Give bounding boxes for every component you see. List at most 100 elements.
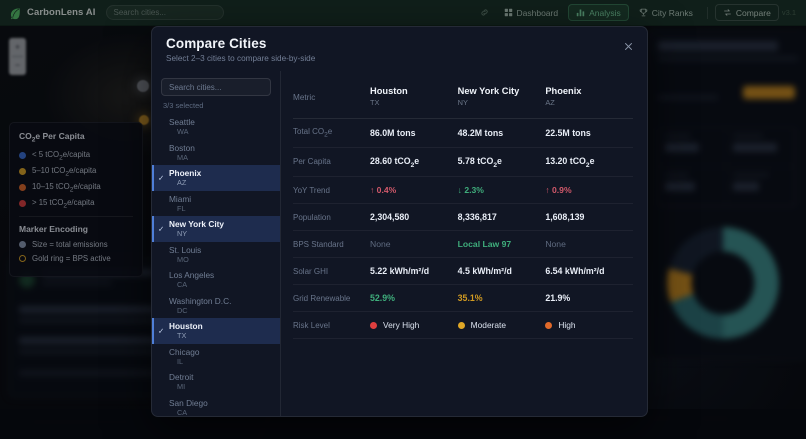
column-city-state: AZ bbox=[545, 98, 555, 107]
check-icon: ✓ bbox=[158, 173, 165, 182]
nav-item-compare[interactable]: Compare bbox=[714, 4, 779, 21]
comparison-table: Metric Houston TX New York City NY Phoen… bbox=[293, 77, 633, 340]
table-row: BPS Standard None Local Law 97 None bbox=[293, 230, 633, 259]
city-name: Los Angeles bbox=[169, 270, 215, 281]
city-search-placeholder: Search cities... bbox=[169, 82, 222, 92]
table-cell: 6.54 kWh/m²/d bbox=[545, 257, 633, 286]
city-list-item[interactable]: Boston MA bbox=[152, 140, 280, 166]
city-name: Seattle bbox=[169, 117, 195, 128]
modal-subtitle: Select 2–3 cities to compare side-by-sid… bbox=[166, 54, 316, 63]
nav-item-city-ranks[interactable]: City Ranks bbox=[632, 4, 700, 21]
risk-level-label: Very High bbox=[383, 320, 420, 331]
city-name: San Diego bbox=[169, 397, 208, 408]
table-cell: 5.78 tCO2e bbox=[457, 147, 546, 178]
column-city-state: NY bbox=[457, 98, 468, 107]
city-list-item[interactable]: St. Louis MO bbox=[152, 242, 280, 268]
legend-item: < 5 tCO2e/capita bbox=[19, 149, 133, 162]
city-state: NY bbox=[177, 229, 188, 239]
table-row: Solar GHI 5.22 kWh/m²/d 4.5 kWh/m²/d 6.54 k… bbox=[293, 257, 633, 286]
city-list-item[interactable]: Detroit MI bbox=[152, 369, 280, 395]
nav-divider bbox=[706, 6, 708, 19]
city-state: MI bbox=[177, 382, 186, 392]
gold-ring-icon bbox=[19, 254, 26, 262]
nav-item-analysis[interactable]: Analysis bbox=[568, 4, 629, 21]
city-search-input[interactable]: Search cities... bbox=[161, 78, 271, 96]
column-header-city: New York City NY bbox=[457, 77, 546, 119]
nav-item-dashboard[interactable]: Dashboard bbox=[497, 4, 566, 21]
legend-color-swatch bbox=[19, 151, 26, 159]
city-state: MO bbox=[177, 254, 189, 264]
city-state: FL bbox=[177, 203, 186, 213]
selected-count-label: 3/3 selected bbox=[163, 101, 204, 110]
city-state: AZ bbox=[177, 178, 187, 188]
table-row: Population 2,304,580 8,336,817 1,608,139 bbox=[293, 203, 633, 232]
city-list[interactable]: Seattle WA Boston MA ✓ Phoenix AZ Miami FL ✓ New Y… bbox=[152, 114, 280, 416]
link-icon[interactable] bbox=[476, 5, 494, 21]
city-state: CA bbox=[177, 280, 188, 290]
city-list-item[interactable]: Seattle WA bbox=[152, 114, 280, 140]
legend-color-swatch bbox=[19, 200, 26, 208]
legend-title: CO2e Per Capita bbox=[19, 131, 85, 144]
map-zoom-in-button[interactable]: + bbox=[14, 42, 21, 52]
brand[interactable]: CarbonLens AI bbox=[8, 6, 96, 20]
compare-arrows-icon bbox=[723, 9, 731, 16]
table-cell: 35.1% bbox=[457, 284, 546, 313]
map-marker[interactable] bbox=[137, 80, 149, 92]
legend-item-label: < 5 tCO2e/capita bbox=[32, 149, 91, 162]
column-city-name: New York City bbox=[457, 86, 520, 96]
comparison-table-wrapper: Metric Houston TX New York City NY Phoen… bbox=[281, 71, 647, 416]
global-search-input[interactable]: Search cities... bbox=[105, 5, 224, 20]
nav-actions: Dashboard Analysis City Ranks bbox=[476, 4, 799, 21]
city-name: Phoenix bbox=[169, 168, 202, 179]
legend-item-label: 10–15 tCO2e/capita bbox=[32, 181, 101, 194]
map-marker[interactable] bbox=[139, 115, 149, 125]
city-list-item[interactable]: Chicago IL bbox=[152, 344, 280, 370]
city-list-item[interactable]: ✓ New York City NY bbox=[152, 216, 280, 242]
row-metric-label: Population bbox=[293, 203, 370, 232]
table-cell: High bbox=[545, 311, 633, 340]
check-icon: ✓ bbox=[158, 224, 165, 233]
table-cell: 1,608,139 bbox=[545, 203, 633, 232]
city-list-item[interactable]: Washington D.C. DC bbox=[152, 293, 280, 319]
map-zoom-controls[interactable]: + − bbox=[9, 38, 26, 75]
city-name: New York City bbox=[169, 219, 225, 230]
legend-divider bbox=[19, 216, 133, 218]
column-city-name: Phoenix bbox=[545, 86, 582, 96]
legend-item: > 15 tCO2e/capita bbox=[19, 198, 133, 209]
trophy-icon bbox=[639, 8, 647, 17]
top-navigation-bar: CarbonLens AI Search cities... Dashboard bbox=[0, 0, 806, 26]
legend-encoding-item: Gold ring = BPS active bbox=[19, 254, 133, 263]
close-icon[interactable] bbox=[621, 39, 636, 54]
table-cell: Moderate bbox=[457, 311, 546, 340]
table-cell: ↑ 0.4% bbox=[370, 176, 458, 205]
compare-cities-modal: Compare Cities Select 2–3 cities to comp… bbox=[151, 26, 648, 417]
legend-encoding-item: Size = total emissions bbox=[19, 240, 133, 249]
modal-header: Compare Cities Select 2–3 cities to comp… bbox=[152, 27, 647, 71]
table-cell: 4.5 kWh/m²/d bbox=[457, 257, 546, 286]
table-row: Risk Level Very High Moderate High bbox=[293, 311, 633, 340]
row-metric-label: Per Capita bbox=[293, 147, 370, 178]
city-list-item[interactable]: ✓ Phoenix AZ bbox=[152, 165, 280, 191]
row-metric-label: BPS Standard bbox=[293, 230, 370, 259]
city-list-item[interactable]: Los Angeles CA bbox=[152, 267, 280, 293]
comparison-table-body: Total CO2e 86.0M tons 48.2M tons 22.5M tons… bbox=[293, 118, 633, 340]
city-state: IL bbox=[177, 356, 184, 366]
legend-encoding-title: Marker Encoding bbox=[19, 224, 88, 235]
city-list-item[interactable]: ✓ Houston TX bbox=[152, 318, 280, 344]
table-cell: 5.22 kWh/m²/d bbox=[370, 257, 458, 286]
table-cell: 22.5M tons bbox=[545, 118, 633, 148]
city-list-item[interactable]: Miami FL bbox=[152, 191, 280, 217]
risk-level-dot bbox=[545, 321, 553, 329]
grid-icon bbox=[504, 8, 512, 17]
city-list-item[interactable]: San Diego CA bbox=[152, 395, 280, 416]
table-cell: 2,304,580 bbox=[370, 203, 458, 232]
nav-item-label: Dashboard bbox=[516, 7, 559, 18]
row-metric-label: Risk Level bbox=[293, 311, 370, 340]
city-state: DC bbox=[177, 305, 188, 315]
leaf-icon bbox=[10, 7, 20, 19]
global-search-placeholder: Search cities... bbox=[113, 8, 166, 17]
table-header-row: Metric Houston TX New York City NY Phoen… bbox=[293, 77, 633, 119]
column-header-city: Phoenix AZ bbox=[545, 77, 633, 119]
legend-item: 5–10 tCO2e/capita bbox=[19, 166, 133, 177]
map-zoom-out-button[interactable]: − bbox=[14, 60, 21, 70]
